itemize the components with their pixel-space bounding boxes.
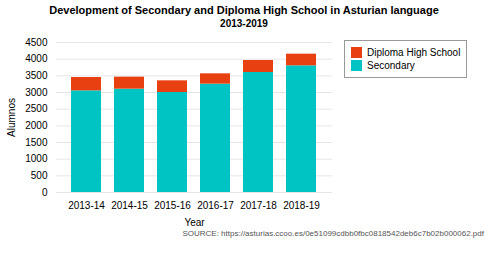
svg-text:2500: 2500 [25,103,48,114]
svg-text:Year: Year [184,217,205,228]
svg-text:2014-15: 2014-15 [111,200,148,211]
html-text:2013-2019: 2013-2019 [220,18,268,29]
svg-text:3500: 3500 [25,70,48,81]
svg-text:Alumnos: Alumnos [6,98,17,137]
html-text:Secondary: Secondary [367,60,415,71]
svg-text:2013-14: 2013-14 [68,200,105,211]
svg-text:2000: 2000 [25,120,48,131]
svg-text:1000: 1000 [25,153,48,164]
svg-text:0: 0 [42,187,48,198]
svg-text:2017-18: 2017-18 [240,200,277,211]
svg-text:3000: 3000 [25,87,48,98]
svg-text:1500: 1500 [25,137,48,148]
html-text:SOURCE: https://asturias.ccoo.: SOURCE: https://asturias.ccoo.es/0e51099… [182,229,484,238]
svg-text:500: 500 [31,170,48,181]
svg-text:4500: 4500 [25,37,48,48]
html-text:Diploma High School: Diploma High School [367,47,461,58]
svg-text:2015-16: 2015-16 [154,200,191,211]
svg-text:2018-19: 2018-19 [283,200,320,211]
svg-text:4000: 4000 [25,53,48,64]
svg-text:2016-17: 2016-17 [197,200,234,211]
html-text:Development of Secondary and D: Development of Secondary and Diploma Hig… [49,4,439,16]
